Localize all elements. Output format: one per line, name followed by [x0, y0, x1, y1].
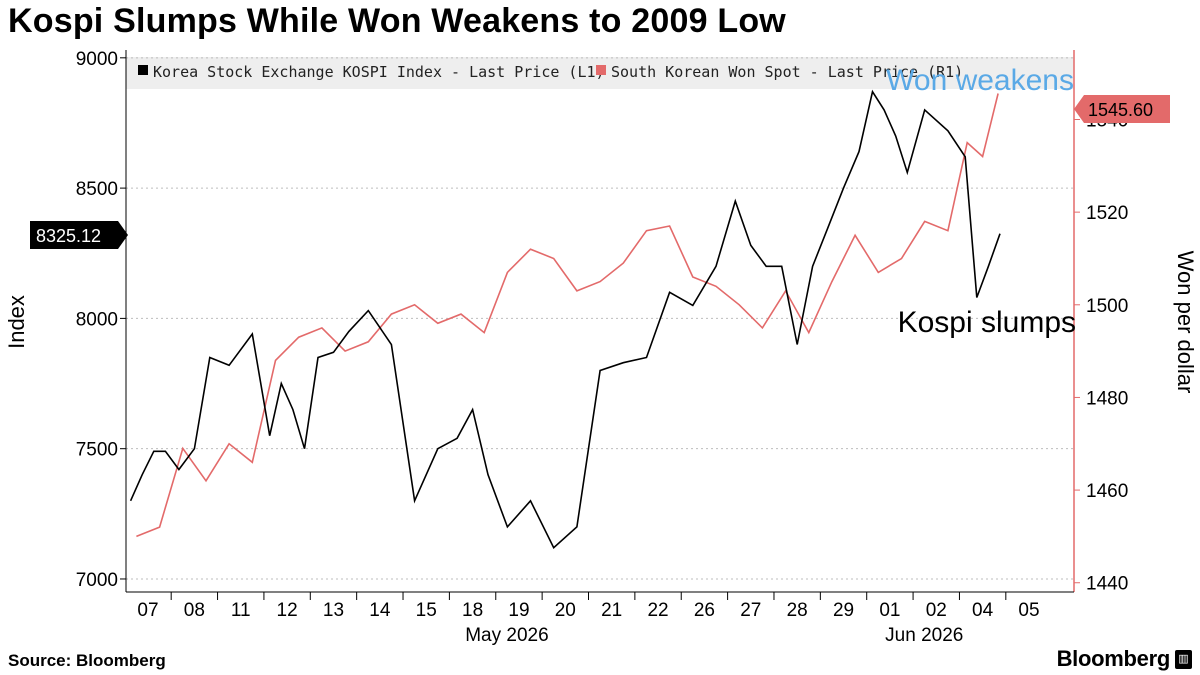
kospi-series-line [129, 89, 1001, 549]
kospi-last-value-tag: 8325.12 [30, 221, 128, 249]
legend-swatch-kospi [138, 65, 148, 75]
x-tick-label: 12 [277, 600, 298, 621]
x-tick-label: 21 [601, 600, 622, 621]
x-tick-label: 11 [231, 600, 251, 621]
won-series-line [136, 93, 999, 538]
x-tick-label: 05 [1018, 600, 1039, 621]
right-axis-title: Won per dollar [1173, 251, 1198, 394]
right-tick-label: 1520 [1086, 203, 1128, 224]
brand-wordmark: Bloomberg [1056, 646, 1171, 671]
bloomberg-terminal-icon: ▥ [1175, 650, 1192, 669]
x-tick-label: 26 [694, 600, 715, 621]
x-tick-label: 14 [369, 600, 391, 621]
legend-label-kospi: Korea Stock Exchange KOSPI Index - Last … [153, 63, 605, 81]
right-tick-label: 1480 [1086, 388, 1128, 409]
legend-swatch-won [596, 65, 606, 75]
left-tick-label: 9000 [76, 49, 118, 70]
won-last-value-tag: 1545.60 [1074, 95, 1170, 123]
x-tick-label: 02 [926, 600, 947, 621]
chart-title: Kospi Slumps While Won Weakens to 2009 L… [8, 2, 786, 40]
x-tick-label: 19 [508, 600, 529, 621]
x-tick-label: 08 [184, 600, 205, 621]
x-tick-label: 20 [555, 600, 576, 621]
x-tick-label: 01 [879, 600, 900, 621]
left-tick-label: 8500 [76, 179, 118, 200]
annotation-kospi-slumps: Kospi slumps [898, 306, 1076, 339]
x-tick-label: 04 [972, 600, 994, 621]
left-tick-label: 7500 [76, 440, 118, 461]
x-month-label: May 2026 [465, 625, 548, 646]
right-tick-label: 1500 [1086, 296, 1128, 317]
left-axis-ticks: 7000 7500 8000 8500 9000 [76, 49, 126, 591]
x-tick-label: 18 [462, 600, 483, 621]
x-tick-label: 28 [787, 600, 808, 621]
legend-label-won: South Korean Won Spot - Last Price (R1) [611, 63, 963, 81]
x-tick-label: 22 [647, 600, 668, 621]
kospi-last-value: 8325.12 [36, 226, 101, 246]
x-axis-ticks: 07 08 11 12 13 14 15 18 19 20 21 22 26 27 28 29 01 02 04 05 [137, 592, 1040, 621]
x-month-label: Jun 2026 [885, 625, 963, 646]
x-tick-label: 07 [137, 600, 158, 621]
won-last-value: 1545.60 [1088, 100, 1153, 120]
right-axis-ticks: 144014601480150015201540 [1074, 110, 1128, 595]
grid-lines [126, 57, 1074, 580]
left-axis-title: Index [4, 295, 29, 349]
left-tick-label: 7000 [76, 570, 118, 591]
x-tick-label: 13 [323, 600, 344, 621]
annotation-won-weakens: Won weakens [886, 64, 1074, 97]
source-note: Source: Bloomberg [8, 651, 166, 670]
left-tick-label: 8000 [76, 309, 118, 330]
x-tick-label: 27 [740, 600, 761, 621]
right-tick-label: 1460 [1086, 481, 1128, 502]
right-tick-label: 1440 [1086, 574, 1128, 595]
x-tick-label: 15 [416, 600, 437, 621]
x-month-labels: May 2026 Jun 2026 [465, 625, 963, 646]
x-tick-label: 29 [833, 600, 854, 621]
